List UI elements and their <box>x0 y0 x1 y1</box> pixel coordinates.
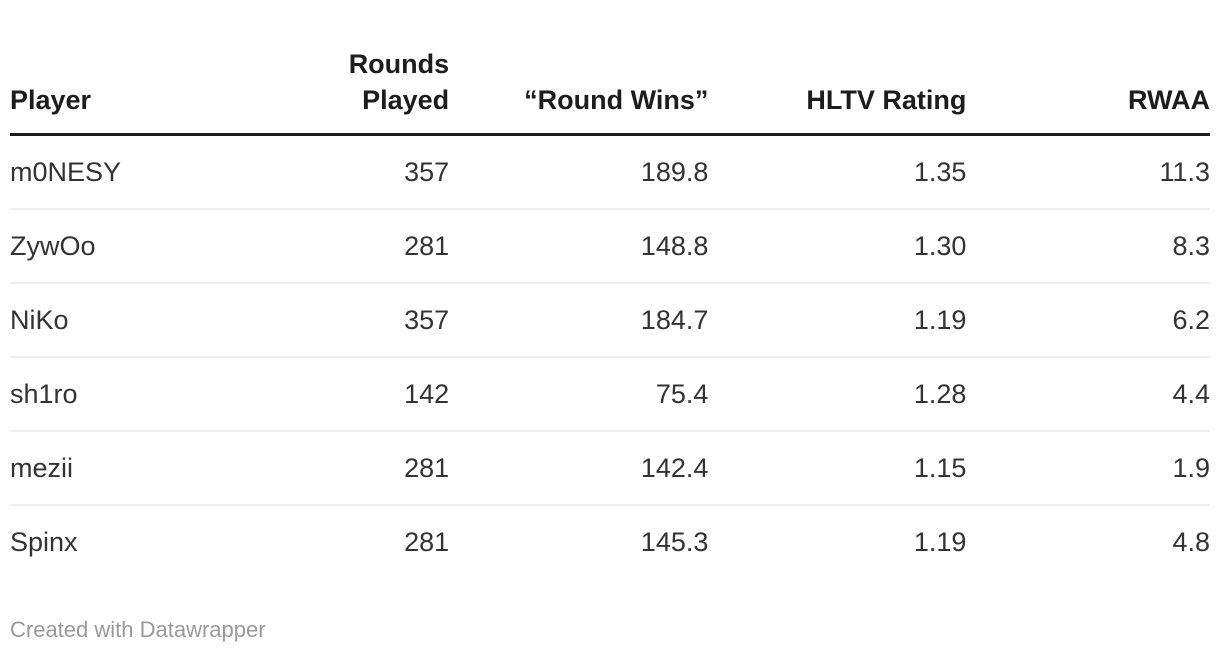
rounds-played-cell: 142 <box>290 356 450 432</box>
player-name-cell: sh1ro <box>10 356 291 432</box>
table-header: Player Rounds Played “Round Wins” HLTV R… <box>10 24 1210 136</box>
rounds-played-cell: 281 <box>404 526 450 557</box>
hltv-rating-cell: 1.30 <box>708 208 967 284</box>
round-wins-cell: 75.4 <box>449 356 709 432</box>
player-name-cell: ZywOo <box>10 208 291 284</box>
rwaa-cell: 4.4 <box>966 356 1210 432</box>
player-stats-table: Player Rounds Played “Round Wins” HLTV R… <box>10 24 1210 578</box>
rounds-played-cell: 357 <box>290 282 450 358</box>
round-wins-cell: 142.4 <box>449 430 709 506</box>
column-header-round-wins: “Round Wins” <box>449 24 709 136</box>
player-name-cell: Spinx <box>10 526 78 557</box>
column-header-hltv-rating: HLTV Rating <box>708 24 967 136</box>
header-row: Player Rounds Played “Round Wins” HLTV R… <box>10 24 1210 136</box>
table-row: mezii 281 142.4 1.15 1.9 <box>10 430 1210 506</box>
column-header-rounds-played: Rounds Played <box>290 24 450 136</box>
rounds-played-cell: 281 <box>290 208 450 284</box>
player-name-cell: m0NESY <box>10 134 291 210</box>
rwaa-cell: 1.9 <box>966 430 1210 506</box>
round-wins-cell: 184.7 <box>449 282 709 358</box>
rounds-played-cell: 357 <box>290 134 450 210</box>
table-row: sh1ro 142 75.4 1.28 4.4 <box>10 356 1210 432</box>
datawrapper-attribution-link[interactable]: Created with Datawrapper <box>10 616 266 642</box>
table-row: ZywOo 281 148.8 1.30 8.3 <box>10 208 1210 284</box>
table-row: NiKo 357 184.7 1.19 6.2 <box>10 282 1210 358</box>
hltv-rating-cell: 1.15 <box>708 430 967 506</box>
hltv-rating-cell: 1.35 <box>708 134 967 210</box>
round-wins-cell: 148.8 <box>449 208 709 284</box>
rwaa-cell: 4.8 <box>1172 526 1210 557</box>
table-body: m0NESY 357 189.8 1.35 11.3 ZywOo 281 148… <box>10 134 1210 578</box>
player-name-cell: mezii <box>10 430 291 506</box>
rwaa-cell: 8.3 <box>966 208 1210 284</box>
table-row: Spinx 281 145.3 1.19 4.8 <box>10 505 1210 578</box>
column-header-player: Player <box>10 24 291 136</box>
rwaa-cell: 11.3 <box>966 134 1210 210</box>
player-name-cell: NiKo <box>10 282 291 358</box>
column-header-rwaa: RWAA <box>966 24 1210 136</box>
hltv-rating-cell: 1.28 <box>708 356 967 432</box>
attribution-footer: Created with Datawrapper <box>10 616 1210 644</box>
hltv-rating-cell: 1.19 <box>913 526 967 557</box>
round-wins-cell: 145.3 <box>640 526 709 557</box>
rounds-played-cell: 281 <box>290 430 450 506</box>
round-wins-cell: 189.8 <box>449 134 709 210</box>
rwaa-cell: 6.2 <box>966 282 1210 358</box>
hltv-rating-cell: 1.19 <box>708 282 967 358</box>
table-row: m0NESY 357 189.8 1.35 11.3 <box>10 134 1210 210</box>
